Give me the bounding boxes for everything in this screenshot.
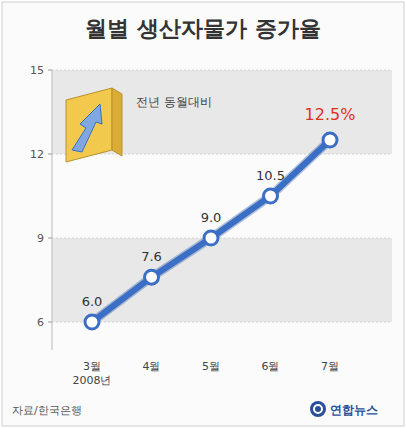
- annotation: 전년 동월대비: [136, 95, 212, 109]
- category-line: 7월: [321, 360, 339, 373]
- icon-arrow: [72, 104, 102, 152]
- category-label: 4월: [143, 360, 161, 373]
- category-label: 6월: [262, 360, 280, 373]
- category-line: 5월: [202, 360, 220, 373]
- chart: 월별 생산자물가 증가율 6 9 12 15 전년 동월대비 6.0 7.6 9.0 10.5 12…: [0, 0, 406, 428]
- data-label: 6.0: [82, 294, 103, 309]
- data-label: 10.5: [256, 168, 285, 183]
- marker: [204, 231, 218, 245]
- category-line: 2008년: [73, 374, 112, 387]
- icon: [66, 88, 122, 162]
- icon-box: [66, 88, 112, 162]
- source: 자료/한국은행: [12, 404, 82, 417]
- marker: [85, 315, 99, 329]
- category-label: 7월: [321, 360, 339, 373]
- y-axis: [52, 70, 53, 350]
- category-line: 3월: [83, 360, 101, 373]
- title: 월별 생산자물가 증가율: [85, 16, 320, 41]
- marker: [323, 133, 337, 147]
- category-line: 6월: [262, 360, 280, 373]
- credit-logo: [310, 401, 326, 417]
- tick-label: 15: [30, 64, 44, 77]
- plot: [85, 133, 337, 329]
- tick-label: 6: [37, 316, 44, 329]
- background: [2, 2, 404, 426]
- category-label: 5월: [202, 360, 220, 373]
- data-label: 7.6: [141, 249, 162, 264]
- data-label: 12.5%: [305, 105, 356, 124]
- category-label: 3월2008년: [73, 360, 112, 387]
- tick: [48, 322, 52, 323]
- tick: [48, 238, 52, 239]
- tick-label: 9: [37, 232, 44, 245]
- credit: 연합뉴스: [330, 403, 378, 417]
- tick: [48, 70, 52, 71]
- grid-line: [52, 70, 392, 71]
- data-label: 9.0: [201, 210, 222, 225]
- line-shadow: [92, 140, 330, 322]
- tick: [48, 154, 52, 155]
- credit-logo-ring: [314, 405, 322, 413]
- line: [92, 140, 330, 322]
- grid-line: [52, 238, 392, 239]
- marker: [145, 270, 159, 284]
- icon-side: [112, 88, 122, 156]
- grid-line: [52, 322, 392, 323]
- grid-line: [52, 154, 392, 155]
- category-line: 4월: [143, 360, 161, 373]
- tick-label: 12: [30, 148, 44, 161]
- marker: [264, 189, 278, 203]
